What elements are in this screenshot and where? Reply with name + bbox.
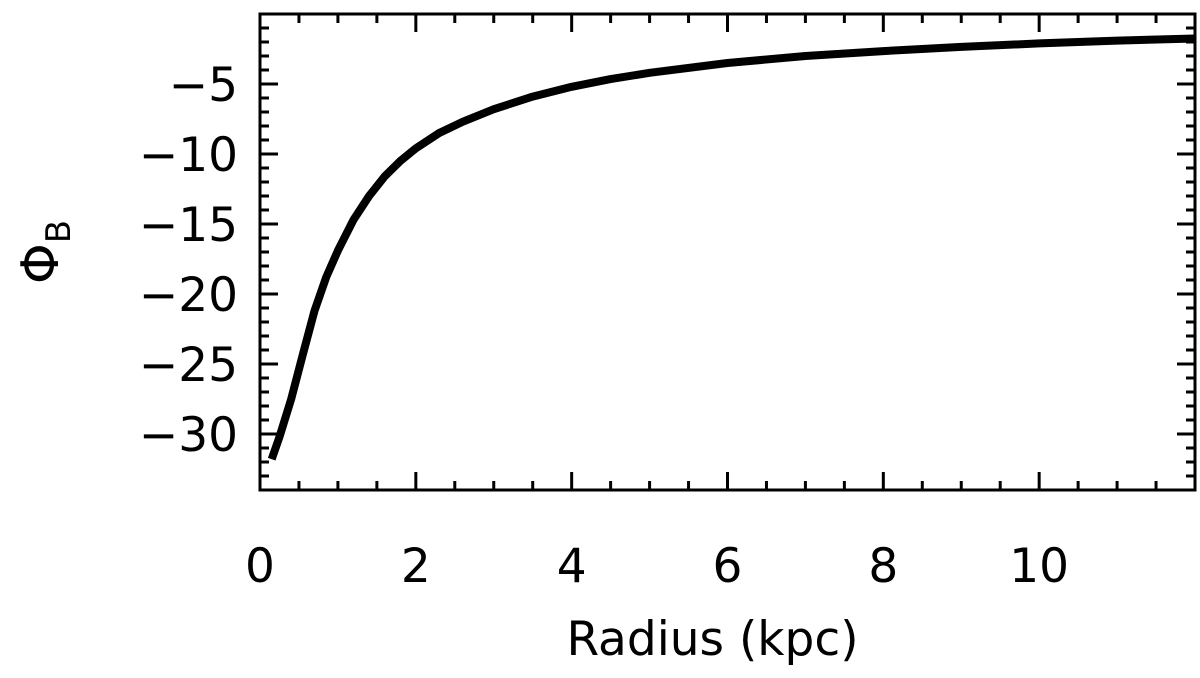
axis-ticks — [258, 12, 1197, 492]
y-axis-title-main: Φ — [11, 243, 71, 284]
y-tick-label: −25 — [139, 338, 238, 393]
y-axis-title-subscript: B — [39, 220, 79, 243]
y-axis-title: ΦB — [11, 220, 79, 284]
y-tick-label: −15 — [139, 198, 238, 253]
y-tick-label: −5 — [169, 58, 238, 113]
x-tick-label: 8 — [868, 539, 898, 594]
x-tick-label: 4 — [557, 539, 587, 594]
y-tick-label: −30 — [139, 408, 238, 463]
y-tick-label: −20 — [139, 268, 238, 323]
plot-lines — [267, 34, 1196, 461]
plot-frame — [258, 12, 1197, 492]
tick-labels: 0 2 4 6 8 10 −5 −10 −15 −20 −25 −30 — [139, 58, 1069, 594]
x-tick-label: 0 — [245, 539, 275, 594]
x-tick-label: 6 — [713, 539, 743, 594]
x-axis-title: Radius (kpc) — [566, 612, 858, 667]
x-tick-label: 10 — [1009, 539, 1069, 594]
x-tick-label: 2 — [401, 539, 431, 594]
y-tick-label: −10 — [139, 128, 238, 183]
series-line — [267, 34, 1196, 461]
